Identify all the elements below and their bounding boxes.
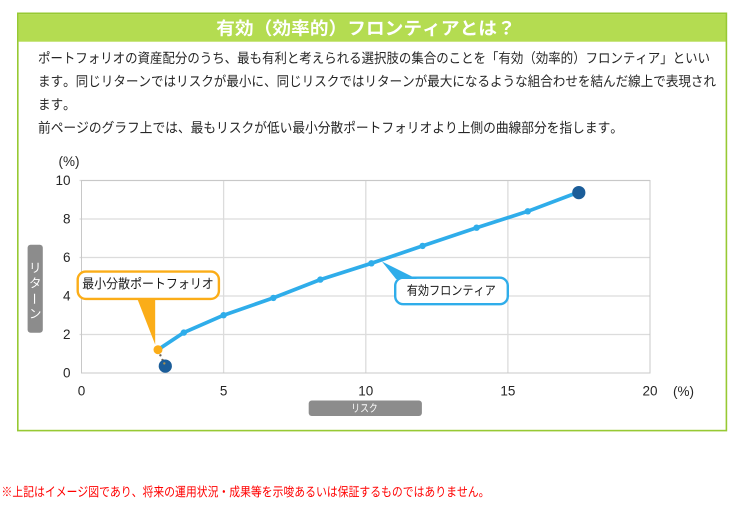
svg-text:6: 6 [63, 250, 71, 265]
svg-text:15: 15 [500, 383, 515, 398]
svg-text:(%): (%) [59, 154, 80, 169]
svg-text:2: 2 [63, 327, 71, 342]
svg-text:0: 0 [78, 383, 86, 398]
svg-text:20: 20 [642, 383, 657, 398]
svg-text:8: 8 [63, 212, 71, 227]
svg-text:10: 10 [358, 383, 373, 398]
svg-text:5: 5 [220, 383, 228, 398]
svg-text:10: 10 [55, 173, 70, 188]
svg-text:(%): (%) [673, 384, 694, 399]
svg-text:4: 4 [63, 289, 71, 304]
svg-text:0: 0 [63, 366, 71, 381]
